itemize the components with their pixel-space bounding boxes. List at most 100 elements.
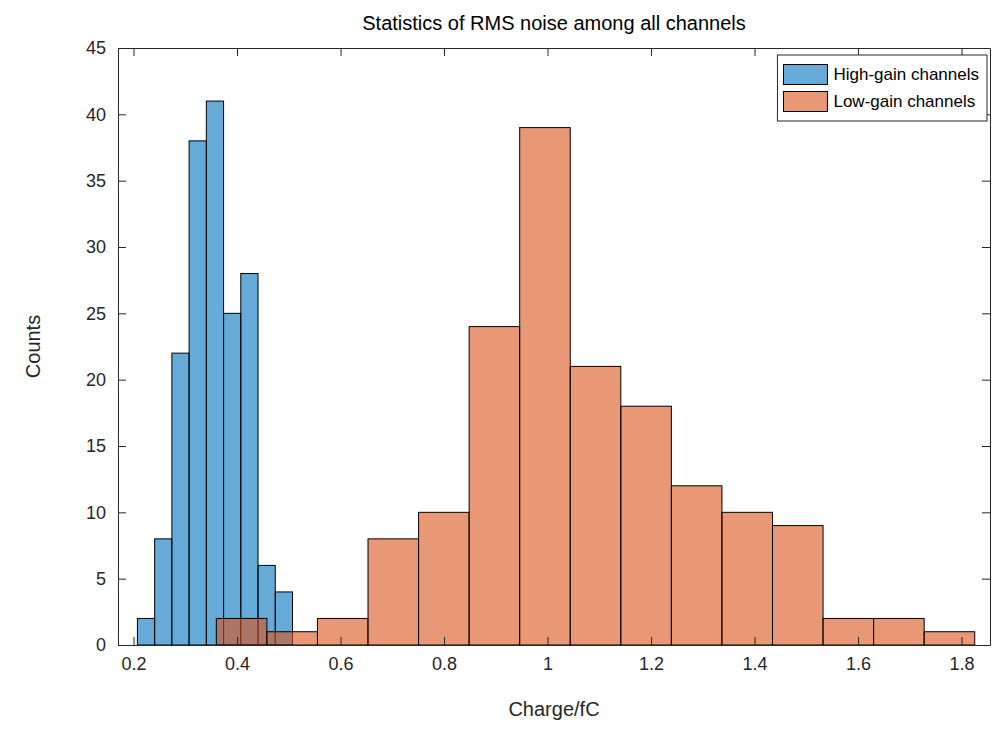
tick: 0.8 — [432, 637, 457, 674]
tick: 20 — [86, 370, 126, 390]
y-tick-label: 10 — [86, 503, 106, 523]
bar — [241, 274, 258, 645]
bar — [671, 486, 722, 645]
axis-line — [990, 49, 991, 646]
tick-mark — [548, 48, 549, 56]
bar — [621, 406, 672, 645]
tick-mark — [982, 380, 990, 381]
bar — [924, 632, 975, 645]
tick-mark — [982, 512, 990, 513]
y-tick-label: 40 — [86, 105, 106, 125]
legend: High-gain channels Low-gain channels — [777, 55, 987, 121]
tick-mark — [118, 579, 126, 580]
x-tick-label: 1.8 — [950, 654, 975, 674]
tick: 25 — [86, 304, 126, 324]
bar — [419, 512, 470, 645]
tick — [982, 181, 990, 182]
tick-mark — [444, 637, 445, 645]
series — [137, 101, 292, 645]
y-axis-title: Counts — [22, 315, 44, 378]
tick — [444, 48, 445, 56]
tick-mark — [982, 313, 990, 314]
tick-mark — [118, 48, 126, 49]
bar — [823, 618, 874, 645]
tick-mark — [982, 645, 990, 646]
background — [0, 0, 1004, 730]
tick: 30 — [86, 237, 126, 257]
tick-mark — [982, 48, 990, 49]
tick-mark — [237, 48, 238, 56]
tick-mark — [118, 181, 126, 182]
y-tick-label: 0 — [96, 635, 106, 655]
tick — [982, 48, 990, 49]
tick-mark — [118, 645, 126, 646]
bars — [137, 101, 974, 645]
tick-mark — [237, 637, 238, 645]
tick-mark — [118, 380, 126, 381]
tick-mark — [118, 114, 126, 115]
tick-mark — [982, 247, 990, 248]
chart: 0.20.40.60.811.21.41.61.8051015202530354… — [0, 0, 1004, 730]
tick — [237, 48, 238, 56]
bar — [224, 313, 241, 645]
axis — [982, 49, 991, 646]
tick: 15 — [86, 436, 126, 456]
bar — [722, 512, 773, 645]
bar — [189, 141, 206, 645]
bar — [137, 618, 154, 645]
x-axis-title: Charge/fC — [508, 698, 599, 720]
x-tick-label: 0.6 — [329, 654, 354, 674]
tick: 45 — [86, 38, 126, 58]
y-tick-label: 25 — [86, 304, 106, 324]
tick: 1.8 — [950, 637, 975, 674]
bar — [206, 101, 223, 645]
tick: 0.2 — [122, 637, 147, 674]
x-tick-label: 1.2 — [639, 654, 664, 674]
axis: 0 5 10 15 20 25 30 35 40 45 — [86, 38, 126, 655]
axis: 0.20.40.60.811.21.41.61.8 — [119, 637, 991, 674]
tick — [982, 380, 990, 381]
bar — [772, 526, 823, 645]
bar — [874, 618, 925, 645]
legend-box — [777, 55, 987, 121]
tick — [651, 48, 652, 56]
tick: 5 — [96, 569, 126, 589]
y-tick-label: 35 — [86, 171, 106, 191]
tick-mark — [962, 637, 963, 645]
y-tick-label: 45 — [86, 38, 106, 58]
tick-mark — [755, 637, 756, 645]
tick-mark — [118, 247, 126, 248]
y-tick-label: 5 — [96, 569, 106, 589]
x-tick-label: 0.4 — [225, 654, 250, 674]
tick: 0.6 — [329, 637, 354, 674]
legend-label: High-gain channels — [833, 65, 979, 84]
tick-mark — [982, 181, 990, 182]
tick — [982, 446, 990, 447]
tick-mark — [118, 313, 126, 314]
tick-mark — [755, 48, 756, 56]
tick-mark — [134, 637, 135, 645]
tick: 1.4 — [743, 637, 768, 674]
tick-mark — [651, 637, 652, 645]
bar — [520, 128, 571, 645]
bar — [570, 366, 621, 645]
tick-mark — [134, 48, 135, 56]
series — [216, 128, 974, 645]
bar — [216, 618, 267, 645]
legend-label: Low-gain channels — [833, 92, 975, 111]
tick — [341, 48, 342, 56]
tick-mark — [118, 446, 126, 447]
tick — [982, 579, 990, 580]
tick — [548, 48, 549, 56]
tick — [982, 645, 990, 646]
bar — [368, 539, 419, 645]
tick-mark — [118, 512, 126, 513]
axis-line — [119, 48, 991, 49]
tick: 40 — [86, 105, 126, 125]
tick-mark — [982, 446, 990, 447]
tick-mark — [341, 48, 342, 56]
x-tick-label: 0.2 — [122, 654, 147, 674]
tick-mark — [858, 637, 859, 645]
x-tick-label: 1.6 — [846, 654, 871, 674]
tick — [982, 247, 990, 248]
